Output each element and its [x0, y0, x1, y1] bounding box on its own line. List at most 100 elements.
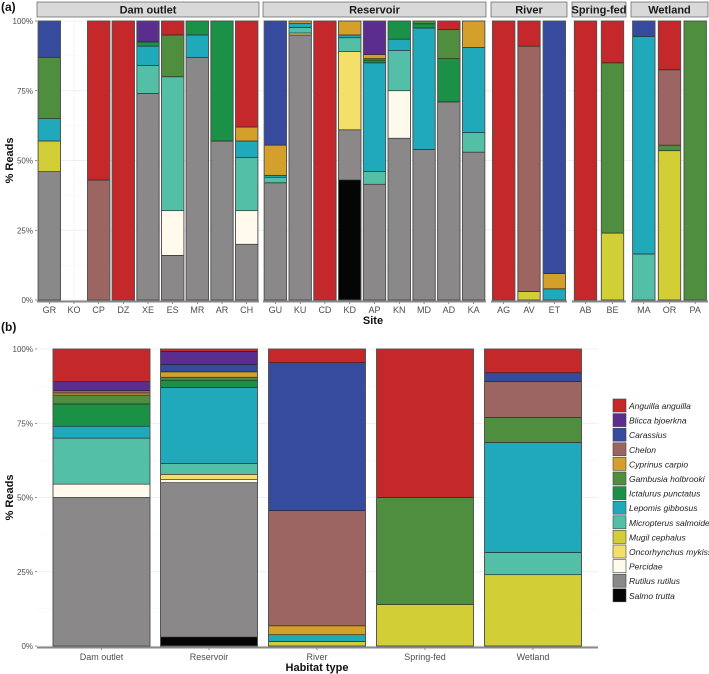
bar-segment-cyp: [160, 371, 258, 378]
bar-segment-per: [387, 90, 411, 139]
bar-site-CD: [313, 20, 337, 301]
bar-outline: [136, 20, 160, 301]
bar-segment-lep: [462, 47, 486, 133]
legend-swatch: [612, 427, 627, 442]
x-tick-label: KO: [67, 305, 80, 315]
bar-outline: [542, 20, 566, 301]
legend-label: Blicca bjoerkna: [629, 416, 687, 426]
bar-segment-per: [161, 210, 185, 256]
legend-swatch: [612, 544, 627, 559]
bar-outline: [600, 20, 625, 301]
y-tick-label: 75%: [17, 87, 33, 96]
bar-segment-mic: [235, 157, 259, 212]
bar-segment-rut: [412, 149, 436, 301]
x-tick-label: AV: [523, 305, 534, 315]
x-tick-label: River: [306, 652, 327, 662]
bar-site-AD: [437, 20, 461, 301]
bar-segment-bli: [136, 20, 160, 43]
bar-segment-gam: [161, 34, 185, 78]
legend-label: Carassius: [629, 430, 668, 440]
bar-segment-lep: [288, 22, 312, 28]
y-tick-label: 75%: [17, 419, 33, 428]
bar-segment-rut: [362, 183, 386, 301]
bar-site-PA: [683, 20, 707, 301]
bar-segment-bli: [160, 351, 258, 365]
bar-site-KD: [338, 20, 362, 301]
bar-segment-cyp: [235, 126, 259, 142]
facet-strip: [490, 1, 568, 18]
bar-segment-cyp: [462, 20, 486, 48]
bar-site-MA: [632, 20, 656, 301]
y-tick-label: 0%: [21, 642, 33, 651]
bar-site-MD: [412, 20, 436, 301]
bar-site-AP: [362, 20, 387, 301]
bar-segment-gam: [600, 62, 624, 234]
bar-outline: [263, 20, 288, 301]
y-tick-label: 50%: [17, 494, 33, 503]
bar-segment-rut: [161, 255, 185, 301]
x-tick-label: AR: [216, 305, 229, 315]
bar-segment-rut: [462, 151, 486, 301]
legend-item: Ictalurus punctatus: [612, 486, 701, 500]
bar-segment-gam: [484, 417, 582, 443]
legend: Anguilla anguilla Blicca bjoerkna Carassiu…: [612, 398, 709, 603]
bar-segment-ict: [52, 403, 151, 427]
legend-label: Salmo trutta: [629, 591, 675, 601]
bar-segment-car: [484, 372, 582, 382]
bar-site-DZ: [111, 20, 135, 301]
bar-habitat: [52, 348, 151, 647]
bar-segment-rut: [263, 182, 287, 301]
bar-segment-gam: [683, 20, 707, 301]
bar-site-AV: [517, 20, 541, 301]
legend-swatch: [612, 530, 627, 544]
bar-site-AR: [210, 20, 234, 301]
bar-segment-mic: [160, 463, 258, 475]
bar-segment-che: [657, 69, 681, 146]
bar-segment-lep: [185, 34, 209, 58]
bar-segment-ang: [517, 20, 541, 47]
bar-outline: [185, 20, 209, 301]
bar-habitat: [484, 348, 582, 647]
bar-outline: [362, 20, 387, 301]
bar-segment-ict: [160, 379, 258, 388]
bar-segment-lep: [412, 27, 436, 150]
legend-swatch: [612, 486, 627, 500]
bar-segment-mic: [52, 437, 151, 485]
facet-strip: [630, 1, 709, 18]
y-tick-label: 0%: [21, 296, 33, 305]
bar-segment-ang: [87, 20, 111, 181]
x-tick-label: ET: [549, 305, 561, 315]
bar-segment-bli: [362, 20, 386, 55]
bar-segment-cyp: [362, 54, 386, 59]
bar-segment-onc: [160, 474, 258, 480]
bar-site-KU: [288, 20, 312, 301]
x-tick-label: Wetland: [517, 652, 550, 662]
bar-outline: [573, 20, 598, 301]
bar-segment-car: [542, 20, 566, 274]
bar-segment-lep: [37, 118, 61, 142]
bar-segment-rut: [387, 137, 411, 301]
bar-site-MR: [185, 20, 209, 301]
facet-strip: [36, 1, 260, 18]
bar-segment-car: [268, 362, 366, 511]
bar-segment-che: [268, 510, 366, 627]
bar-outline: [376, 348, 474, 647]
legend-swatch: [612, 413, 627, 427]
facet-label: River: [515, 5, 543, 17]
bar-site-CP: [87, 20, 111, 301]
legend-label: Anguilla anguilla: [628, 401, 691, 411]
bar-segment-cyp: [268, 625, 366, 636]
bar-segment-rut: [160, 482, 258, 638]
bar-segment-lep: [235, 140, 259, 159]
bar-segment-bli: [52, 381, 151, 391]
bar-segment-ang: [492, 20, 516, 301]
legend-swatch: [612, 588, 627, 603]
bar-site-AB: [573, 20, 598, 301]
bar-habitat: [376, 348, 474, 647]
bar-segment-rut: [437, 101, 461, 301]
bar-segment-ang: [161, 20, 185, 36]
bar-segment-ang: [657, 20, 681, 71]
bar-segment-mug: [484, 574, 582, 647]
legend-item: Anguilla anguilla: [612, 398, 691, 413]
bar-segment-ang: [235, 20, 259, 128]
